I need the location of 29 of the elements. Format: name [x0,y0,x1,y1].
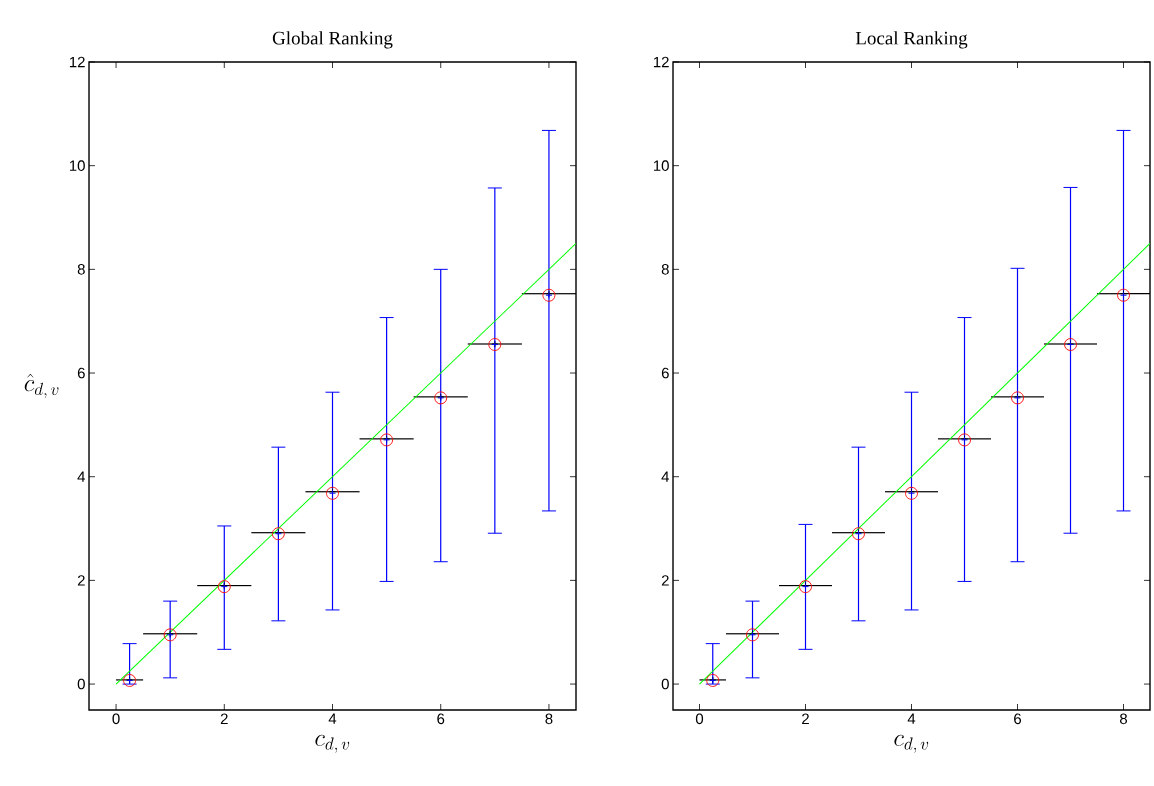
y-tick-label: 8 [77,264,85,275]
x-axis-title: $c_{d,\, v}$ [315,734,350,753]
y-tick-label: 2 [661,575,669,586]
y-tick-label: 0 [77,678,85,690]
y-tick-label: 8 [661,264,669,275]
x-tick-label: 4 [328,713,337,724]
y-tick-label: 10 [69,160,85,171]
x-tick-label: 8 [545,713,553,725]
x-tick-label: 0 [695,713,704,725]
x-tick-label: 8 [1119,713,1128,725]
x-tick-label: 2 [802,713,809,724]
x-tick-label: 0 [112,713,120,725]
y-tick-label: 12 [69,56,85,68]
chart-title: Local Ranking [855,31,968,49]
chart-title: Global Ranking [272,31,393,49]
y-tick-label: 4 [77,471,86,482]
y-axis-title: $\hat{c}_{d,\, v}$ [24,373,59,399]
y-tick-label: 0 [661,678,669,690]
y-tick-label: 6 [661,367,669,379]
x-axis-title: $c_{d,\, v}$ [894,734,929,753]
y-tick-label: 6 [77,367,85,379]
x-tick-label: 2 [220,713,228,724]
x-tick-label: 4 [907,713,916,724]
y-tick-label: 10 [653,160,669,171]
y-tick-label: 4 [661,471,670,482]
x-tick-label: 6 [1014,713,1022,725]
x-tick-label: 6 [437,713,445,725]
y-tick-label: 12 [653,56,669,68]
y-tick-label: 2 [77,575,85,586]
